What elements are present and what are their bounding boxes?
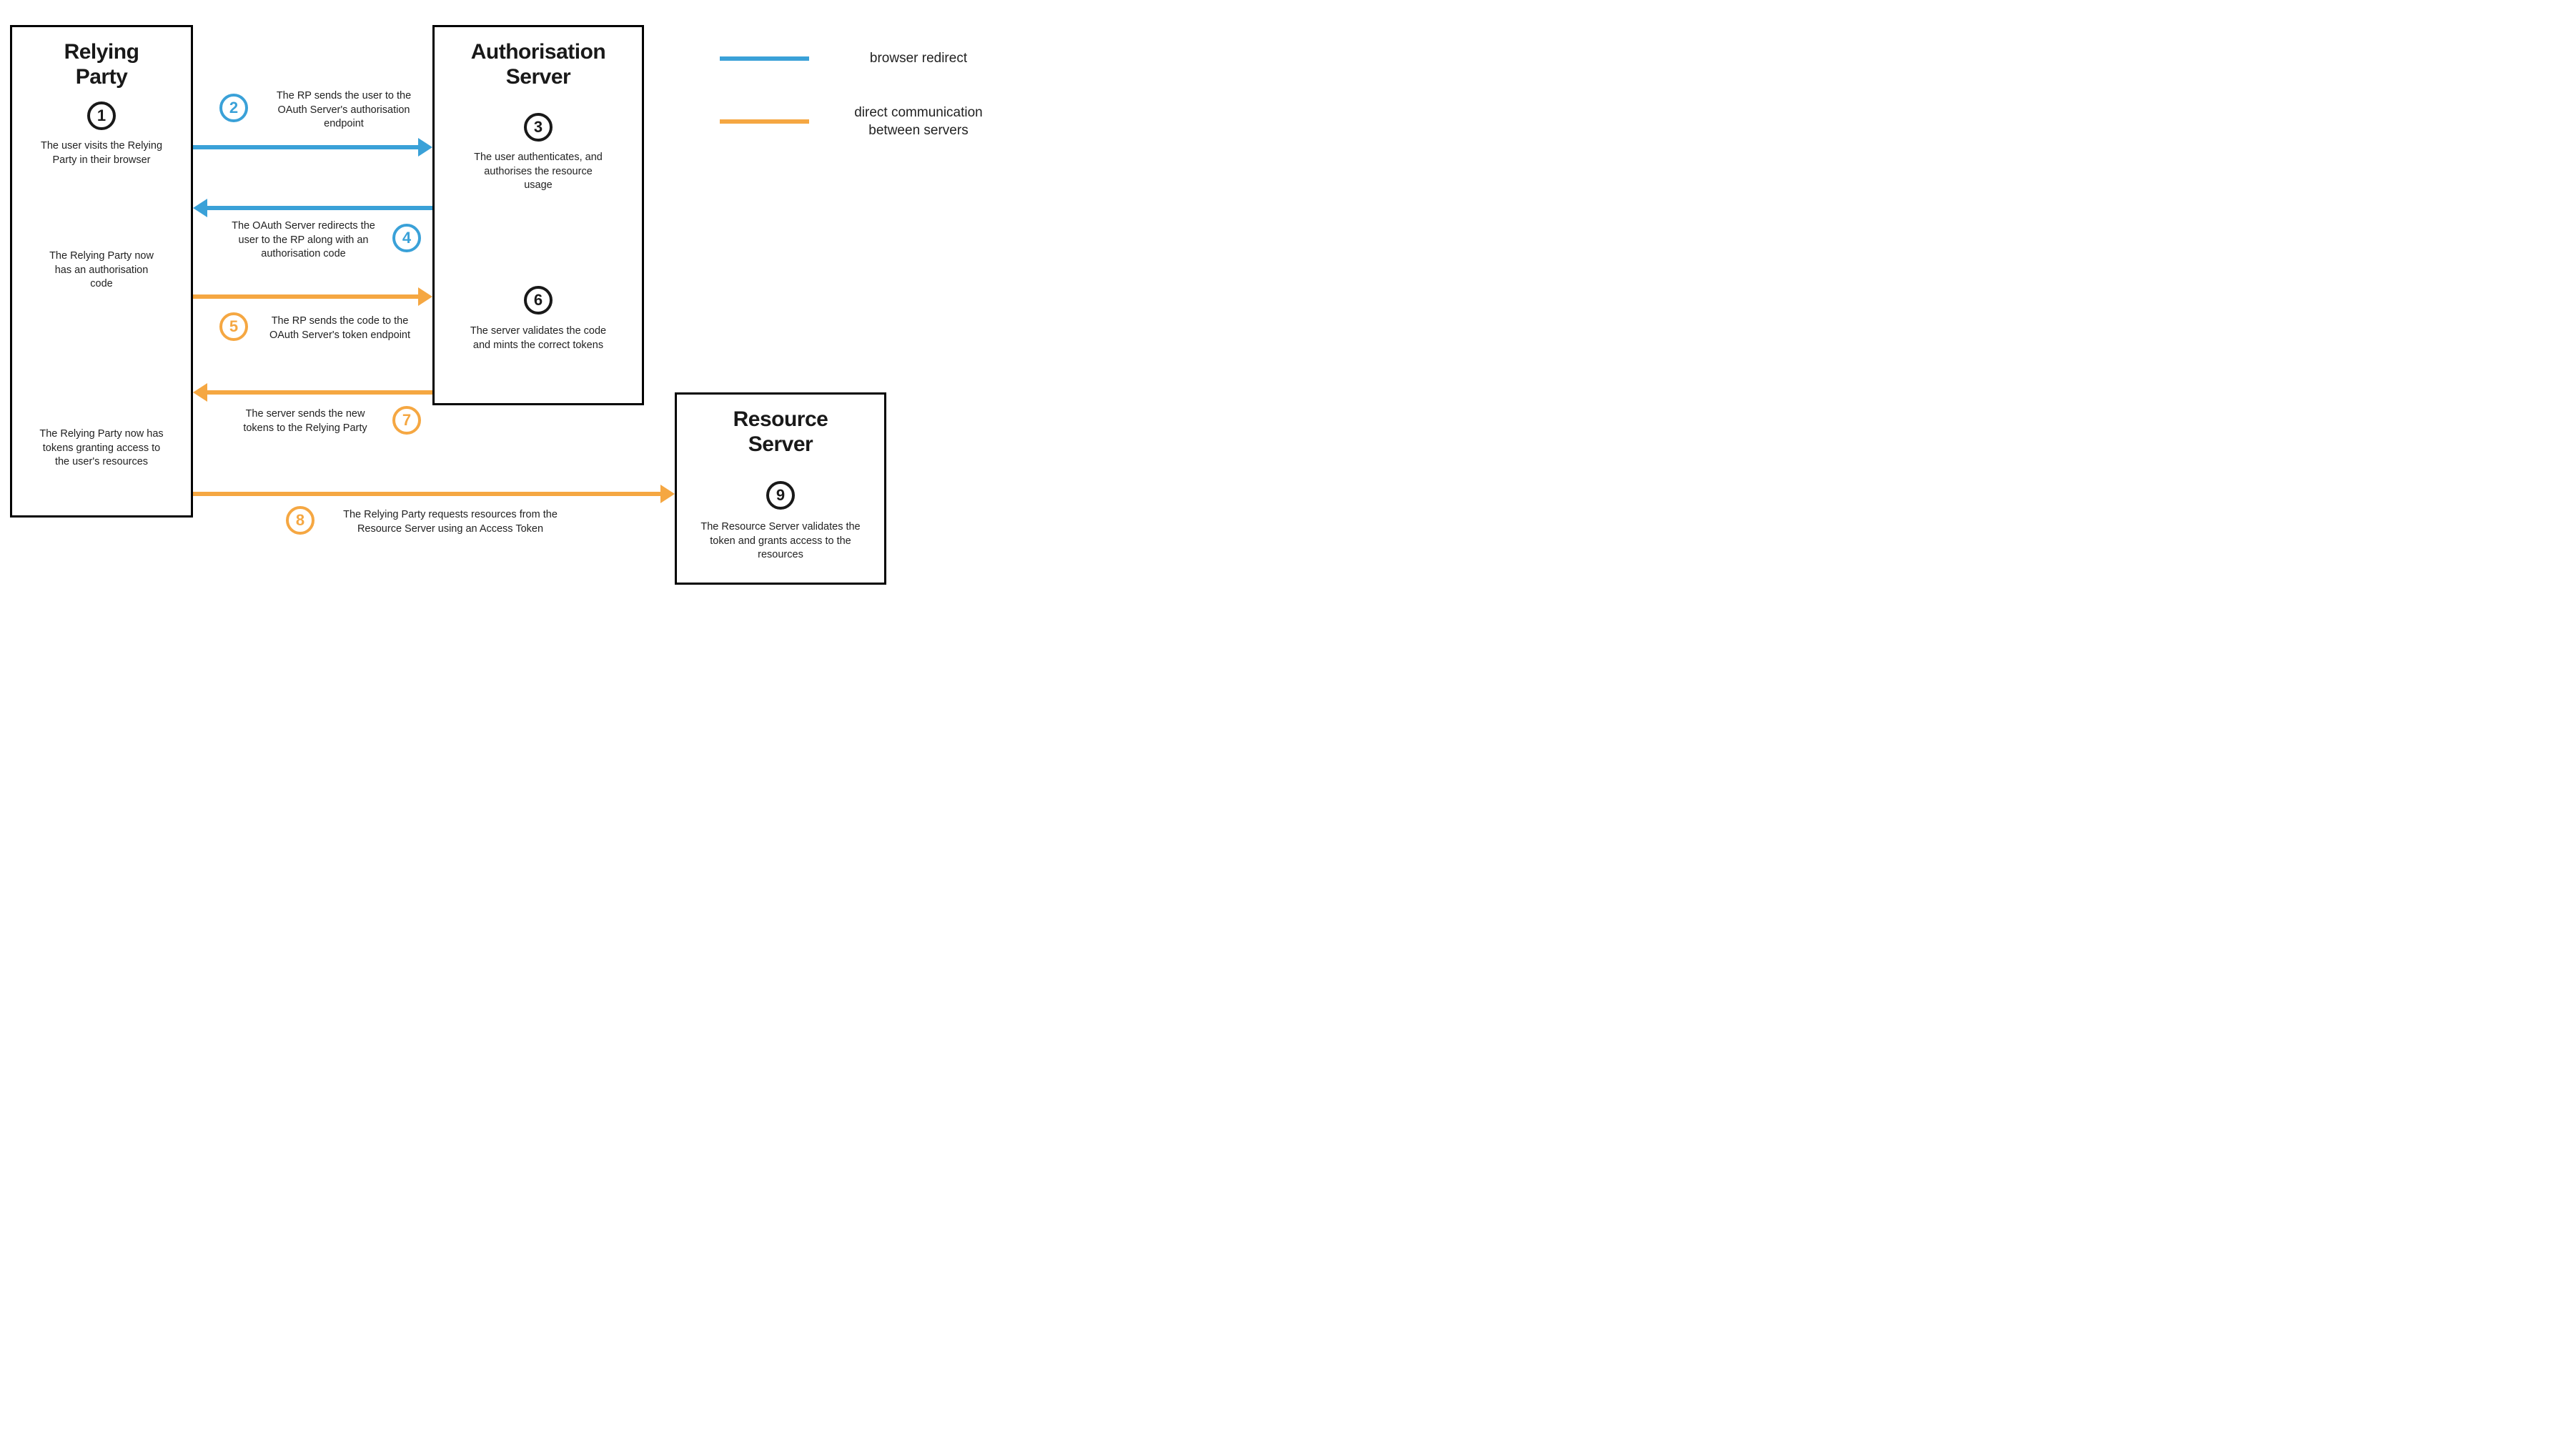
legend-orange-line (720, 119, 809, 124)
step-6-desc: The server validates the code and mints … (467, 325, 610, 352)
res-title: Resource Server (677, 407, 884, 457)
legend-orange-line2: between servers (868, 123, 968, 138)
legend-orange-text: direct communication between servers (826, 104, 1011, 139)
step-5-num: 5 (229, 317, 238, 336)
step-8-desc: The Relying Party requests resources fro… (329, 508, 572, 536)
step-6-circle: 6 (524, 286, 553, 315)
arrow-5-head (418, 287, 432, 306)
step-7-circle: 7 (392, 406, 421, 435)
relying-party-title: Relying Party (12, 40, 191, 89)
step-4-circle: 4 (392, 224, 421, 252)
step-6-num: 6 (534, 291, 543, 309)
arrow-4-line (207, 206, 432, 210)
step-2-circle: 2 (219, 94, 248, 122)
step-4-desc: The OAuth Server redirects the user to t… (227, 219, 380, 262)
step-3-num: 3 (534, 118, 543, 137)
step-1-desc: The user visits the Relying Party in the… (31, 139, 172, 167)
auth-title-line2: Server (506, 65, 570, 89)
step-8-circle: 8 (286, 506, 314, 535)
step-2-num: 2 (229, 99, 238, 117)
step-5-desc: The RP sends the code to the OAuth Serve… (263, 315, 417, 342)
arrow-7-line (207, 390, 432, 395)
arrow-2-head (418, 138, 432, 157)
step-9-desc: The Resource Server validates the token … (694, 520, 867, 563)
step-1-circle: 1 (87, 101, 116, 130)
step-9-circle: 9 (766, 481, 795, 510)
step-7-desc: The server sends the new tokens to the R… (230, 407, 380, 435)
legend-orange-line1: direct communication (854, 105, 983, 120)
step-3-desc: The user authenticates, and authorises t… (472, 151, 605, 193)
arrow-8-line (193, 492, 662, 496)
rp-mid-desc: The Relying Party now has an authorisati… (46, 249, 157, 292)
step-7-num: 7 (402, 411, 411, 430)
legend-blue-text: browser redirect (826, 50, 1011, 68)
step-8-num: 8 (296, 511, 304, 530)
step-2-desc: The RP sends the user to the OAuth Serve… (269, 89, 419, 132)
arrow-4-head (193, 199, 207, 217)
arrow-7-head (193, 383, 207, 402)
res-title-line1: Resource (733, 407, 828, 431)
auth-title: Authorisation Server (435, 40, 642, 89)
auth-title-line1: Authorisation (471, 40, 606, 64)
arrow-2-line (193, 145, 420, 149)
step-4-num: 4 (402, 229, 411, 247)
rp-bot-desc: The Relying Party now has tokens grantin… (39, 427, 164, 470)
step-5-circle: 5 (219, 312, 248, 341)
rp-title-line2: Party (76, 65, 128, 89)
step-9-num: 9 (776, 486, 785, 505)
res-title-line2: Server (748, 432, 813, 456)
step-3-circle: 3 (524, 113, 553, 142)
legend-blue-line (720, 56, 809, 61)
arrow-5-line (193, 294, 420, 299)
arrow-8-head (660, 485, 675, 503)
step-1-num: 1 (97, 107, 106, 125)
rp-title-line1: Relying (64, 40, 139, 64)
